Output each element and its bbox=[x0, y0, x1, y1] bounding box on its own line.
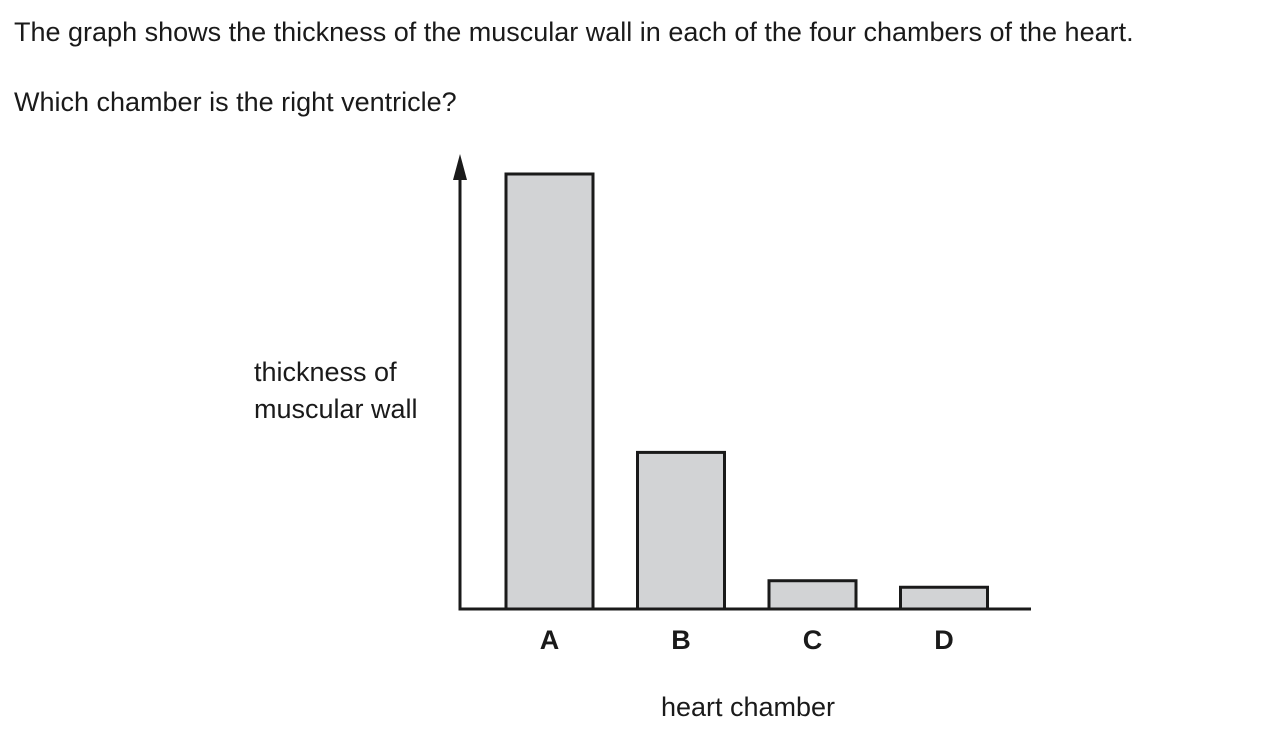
x-tick-label-a: A bbox=[540, 625, 560, 655]
bar-c bbox=[767, 579, 858, 611]
x-axis-label: heart chamber bbox=[661, 692, 835, 722]
x-tick-labels: A B C D bbox=[540, 625, 954, 655]
y-axis-label-line-2: muscular wall bbox=[254, 394, 418, 424]
question-text: The graph shows the thickness of the mus… bbox=[14, 17, 1134, 47]
question-prompt: Which chamber is the right ventricle? bbox=[14, 87, 457, 117]
y-axis-label-line-1: thickness of bbox=[254, 357, 397, 387]
x-tick-label-c: C bbox=[803, 625, 823, 655]
x-tick-label-d: D bbox=[934, 625, 954, 655]
bar-b bbox=[636, 450, 726, 611]
y-axis-arrowhead-icon bbox=[453, 154, 467, 180]
axes-layer bbox=[453, 154, 1031, 611]
bars-layer bbox=[504, 172, 989, 611]
bar-d bbox=[899, 585, 989, 611]
bar-a bbox=[504, 172, 595, 611]
x-tick-label-b: B bbox=[671, 625, 691, 655]
